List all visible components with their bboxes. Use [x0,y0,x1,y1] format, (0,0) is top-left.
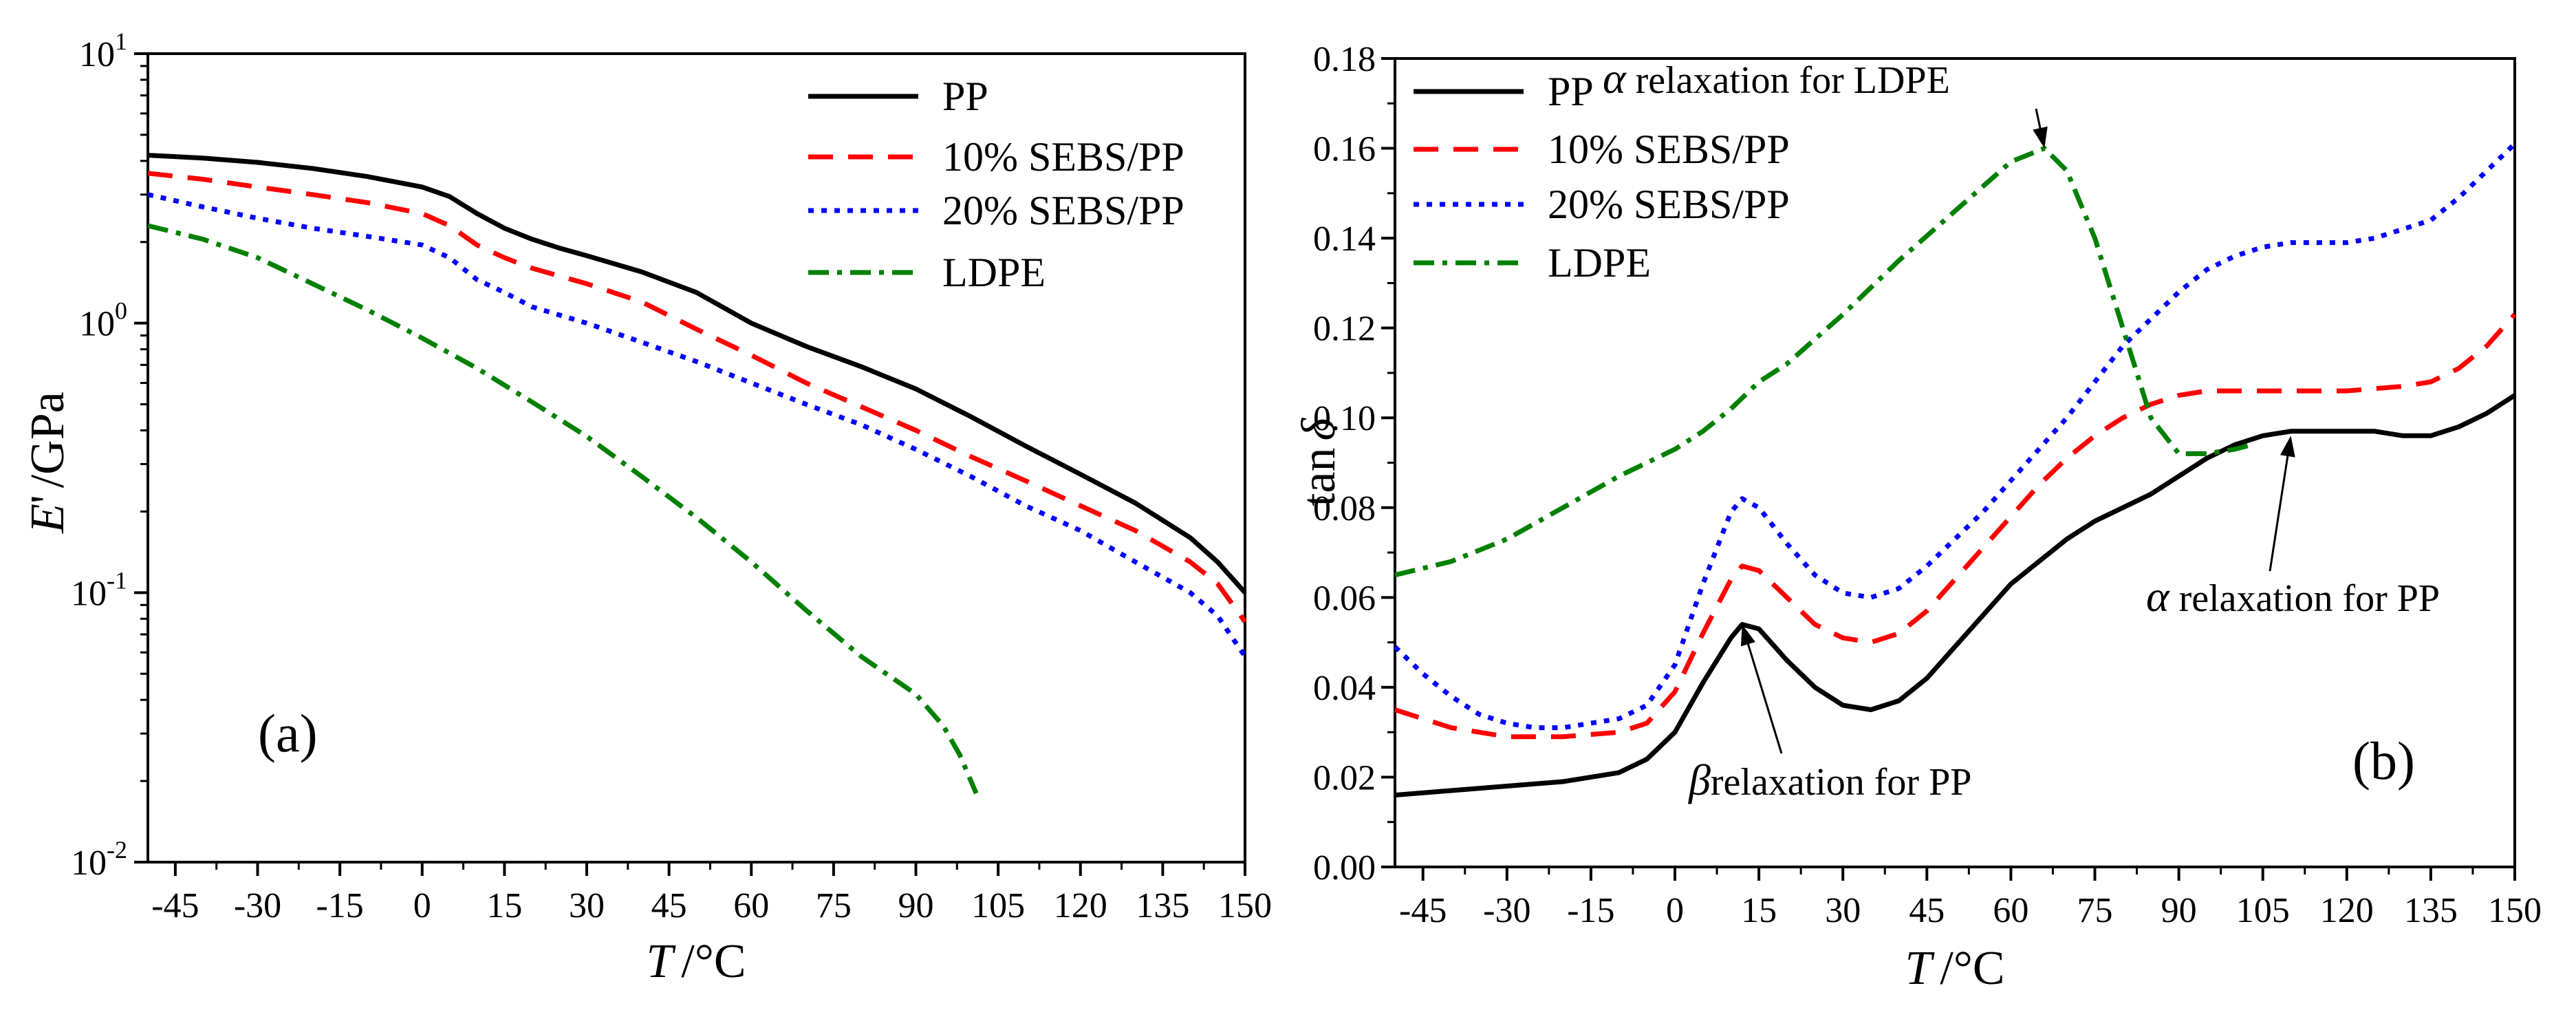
x-tick-label-b: 15 [1741,891,1777,930]
y-tick-label-b: 0.16 [1313,130,1376,169]
x-tick-label-b: 90 [2161,891,2197,930]
x-tick-label-b: 105 [2236,891,2290,930]
annotation-arrowhead-2 [1740,624,1755,647]
annotation-label-1: α relaxation for LDPE [1603,54,1950,103]
x-tick-label-b: 120 [2320,891,2374,930]
series-line-b-10sebs [1394,312,2517,740]
y-tick-label-a: 10-1 [71,566,127,613]
annotation-label-3: α relaxation for PP [2146,572,2440,621]
x-axis-ticks-a: -45 -30 -15 0 15 30 45 60 75 90 105 120 135 150 [151,862,1272,925]
x-tick-label-a: 135 [1136,886,1189,925]
legend-label-b-10sebs: 10% SEBS/PP [1548,127,1790,172]
y-tick-label-a: 101 [79,28,127,74]
panel-label-a: (a) [258,703,318,763]
x-tick-label-b: -45 [1399,891,1447,930]
x-tick-label-b: -15 [1567,891,1614,930]
x-tick-label-a: -30 [234,886,281,925]
legend-label-b-pp: PP [1548,69,1594,114]
y-axis-ticks-a: 101 100 10-1 10-2 [71,28,148,883]
y-axis-ticks-b: 0.00 0.02 0.04 0.06 0.08 0.10 0.12 0.14 0.16 0.18 [1313,40,1395,888]
y-tick-label-b: 0.18 [1313,40,1376,79]
x-tick-label-b: -30 [1483,891,1530,930]
x-tick-label-a: 30 [569,886,605,925]
panel-label-b: (b) [2352,731,2415,791]
x-tick-label-a: 60 [733,886,769,925]
series-line-a-pp [147,153,1247,594]
series-line-a-20sebs [147,192,1247,658]
y-tick-label-b: 0.00 [1313,848,1376,888]
x-axis-label-b: T/°C [1905,942,2004,995]
legend-label-b-ldpe: LDPE [1548,240,1651,286]
plot-frame-b [1394,57,2516,868]
series-group-a [147,153,1247,795]
x-tick-label-b: 45 [1909,891,1945,930]
x-tick-label-a: 15 [486,886,522,925]
x-tick-label-b: 150 [2488,891,2542,930]
x-tick-label-a: 90 [898,886,934,925]
legend-label-a-10sebs: 10% SEBS/PP [942,134,1184,180]
y-tick-label-b: 0.08 [1313,489,1376,528]
annotation-arrow-2 [1742,628,1783,754]
x-tick-label-a: 105 [971,886,1025,925]
chart-panel-b: -45 -30 -15 0 15 30 45 60 75 90 105 120 135 150 0.000… [1292,40,2542,995]
y-axis-label-a: E'/GPa [21,391,74,533]
series-line-b-20sebs [1393,142,2517,731]
series-group-b [1393,142,2517,798]
x-tick-label-a: -15 [316,886,363,925]
annotation-arrowhead-1 [2033,126,2048,149]
annotation-arrowhead-3 [2280,436,2295,458]
series-line-b-ldpe [1394,146,2253,578]
x-tick-label-b: 75 [2077,891,2113,930]
legend-a: PP 10% SEBS/PP 20% SEBS/PP LDPE [808,74,1184,295]
legend-label-a-20sebs: 20% SEBS/PP [942,188,1184,233]
x-tick-label-b: 60 [1993,891,2028,930]
y-tick-label-b: 0.04 [1313,669,1376,708]
x-tick-label-a: 45 [651,886,687,925]
series-line-b-pp [1394,393,2516,798]
y-tick-label-b: 0.10 [1313,399,1376,438]
y-axis-label-b: tanδ [1292,418,1345,507]
annotation-arrow-3 [2269,440,2291,572]
y-tick-label-b: 0.14 [1313,219,1376,259]
series-line-a-10sebs [147,171,1247,623]
y-tick-label-a: 100 [79,297,127,344]
annotation-label-2: βrelaxation for PP [1687,755,1971,804]
legend-label-a-pp: PP [942,74,988,119]
x-tick-label-a: 120 [1054,886,1107,925]
y-tick-label-b: 0.02 [1313,758,1376,797]
x-tick-label-b: 0 [1666,891,1684,930]
plot-frame-a [147,52,1246,864]
x-tick-label-a: 75 [816,886,852,925]
x-tick-label-a: 0 [413,886,431,925]
x-tick-label-b: 30 [1825,891,1861,930]
legend-label-b-20sebs: 20% SEBS/PP [1548,182,1790,227]
x-tick-label-b: 135 [2404,891,2458,930]
annotations-b: α relaxation for LDPE βrelaxation for PP α… [1603,54,2440,804]
y-tick-label-b: 0.12 [1313,310,1376,349]
x-axis-label-a: T/°C [646,935,746,988]
legend-label-a-ldpe: LDPE [942,250,1046,295]
x-axis-ticks-b: -45 -30 -15 0 15 30 45 60 75 90 105 120 135 150 [1399,867,2542,930]
y-tick-label-b: 0.06 [1313,579,1376,618]
x-tick-label-a: 150 [1218,886,1272,925]
y-tick-label-a: 10-2 [71,836,127,883]
series-line-a-ldpe [147,223,979,795]
chart-panel-a: -45 -30 -15 0 15 30 45 60 75 90 105 120 135 150 10110… [21,28,1272,988]
x-tick-label-a: -45 [151,886,199,925]
legend-b: PP 10% SEBS/PP 20% SEBS/PP LDPE [1414,69,1790,286]
